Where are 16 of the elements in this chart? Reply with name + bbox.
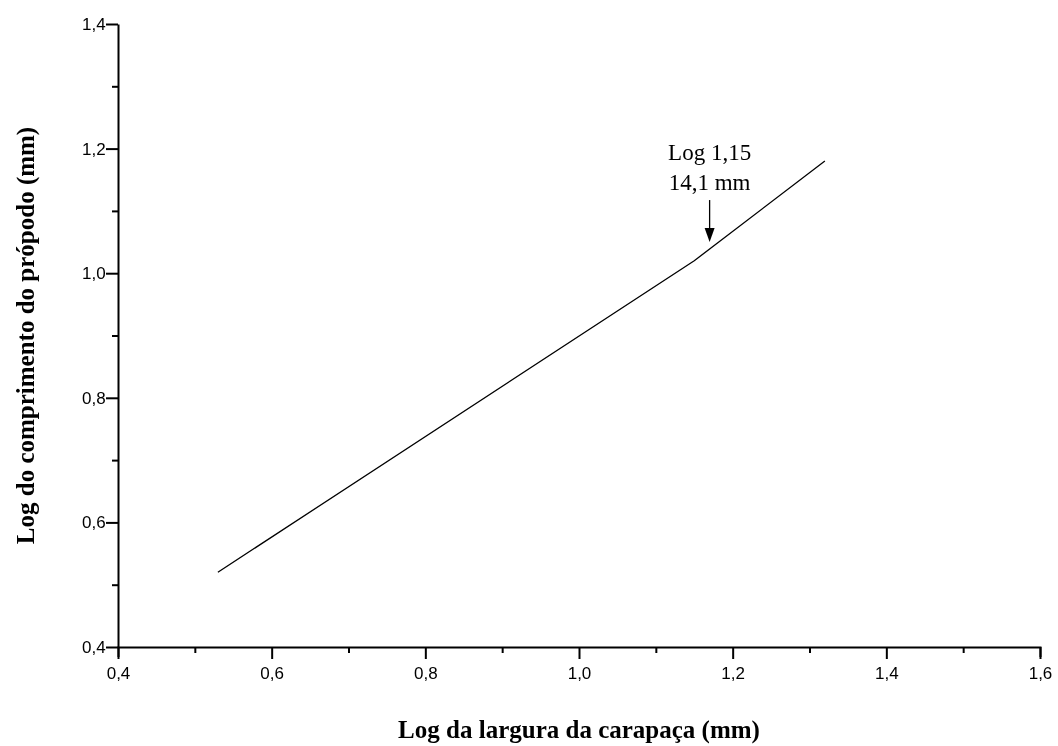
y-tick-label: 0,8 — [81, 388, 106, 408]
y-axis-title: Log do comprimento do própodo (mm) — [12, 126, 40, 545]
y-tick-label: 0,4 — [81, 637, 106, 657]
x-axis-title: Log da largura da carapaça (mm) — [398, 716, 760, 744]
x-tick-label: 0,4 — [106, 663, 131, 683]
y-tick-label: 1,4 — [81, 14, 106, 34]
x-tick-label: 0,6 — [260, 663, 284, 683]
y-tick-label: 0,6 — [81, 513, 106, 533]
annotation: Log 1,15 14,1 mm — [668, 140, 752, 196]
x-tick-label: 1,0 — [567, 663, 592, 683]
x-tick-label: 1,2 — [721, 663, 745, 683]
y-tick-label: 1,0 — [81, 264, 106, 284]
y-tick-label: 1,2 — [81, 139, 106, 159]
x-tick-label: 1,6 — [1028, 663, 1053, 683]
x-tick-label: 1,4 — [875, 663, 899, 683]
x-tick-label: 0,8 — [414, 663, 438, 683]
